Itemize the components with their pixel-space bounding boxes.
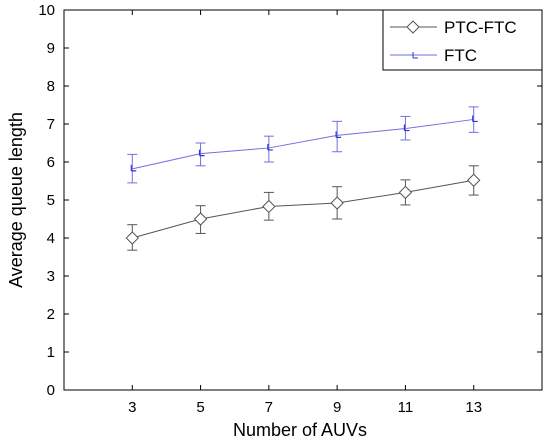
legend: PTC-FTC FTC	[382, 9, 543, 71]
y-axis-label: Average queue length	[6, 112, 26, 288]
y-tick-label: 9	[47, 40, 55, 57]
y-tick-label: 3	[47, 268, 55, 285]
x-axis: 3 5 7 9 11 13	[128, 10, 482, 416]
series-line-ftc	[132, 118, 474, 170]
y-axis: 0 1 2 3 4 5 6 7 8 9 10	[38, 2, 542, 399]
x-tick-label: 3	[128, 399, 136, 416]
series-layer	[125, 106, 481, 251]
data-point	[267, 143, 273, 151]
y-tick-label: 2	[47, 306, 55, 323]
y-tick-label: 6	[47, 154, 55, 171]
data-point	[472, 115, 478, 123]
y-tick-label: 7	[47, 116, 55, 133]
y-tick-label: 10	[38, 2, 55, 19]
data-point	[398, 185, 413, 200]
series-ftc	[127, 106, 479, 184]
data-point	[403, 124, 410, 132]
x-tick-label: 13	[465, 399, 482, 416]
data-point	[193, 212, 208, 226]
data-point	[330, 196, 344, 210]
y-tick-label: 1	[47, 344, 55, 361]
series-ptc-ftc	[125, 165, 481, 251]
x-tick-label: 5	[196, 399, 204, 416]
data-point	[125, 231, 139, 245]
plot-area	[63, 9, 543, 391]
y-tick-label: 8	[47, 78, 55, 95]
x-tick-label: 11	[398, 399, 414, 416]
y-tick-label: 4	[47, 230, 55, 247]
x-tick-label: 7	[265, 399, 273, 416]
legend-marker-ftc	[412, 52, 418, 59]
x-tick-label: 9	[333, 399, 341, 416]
data-point	[262, 199, 276, 214]
data-point	[130, 164, 137, 172]
legend-label-ptc-ftc: PTC-FTC	[444, 18, 517, 37]
data-point	[198, 149, 205, 157]
data-point	[335, 131, 342, 138]
legend-marker-ptc-ftc	[406, 20, 420, 34]
x-axis-label: Number of AUVs	[233, 420, 367, 440]
y-tick-label: 5	[47, 192, 55, 209]
series-line-ptc-ftc	[132, 179, 474, 239]
y-tick-label: 0	[47, 382, 55, 399]
data-point	[467, 173, 481, 187]
legend-box	[382, 9, 543, 71]
legend-label-ftc: FTC	[444, 46, 477, 65]
